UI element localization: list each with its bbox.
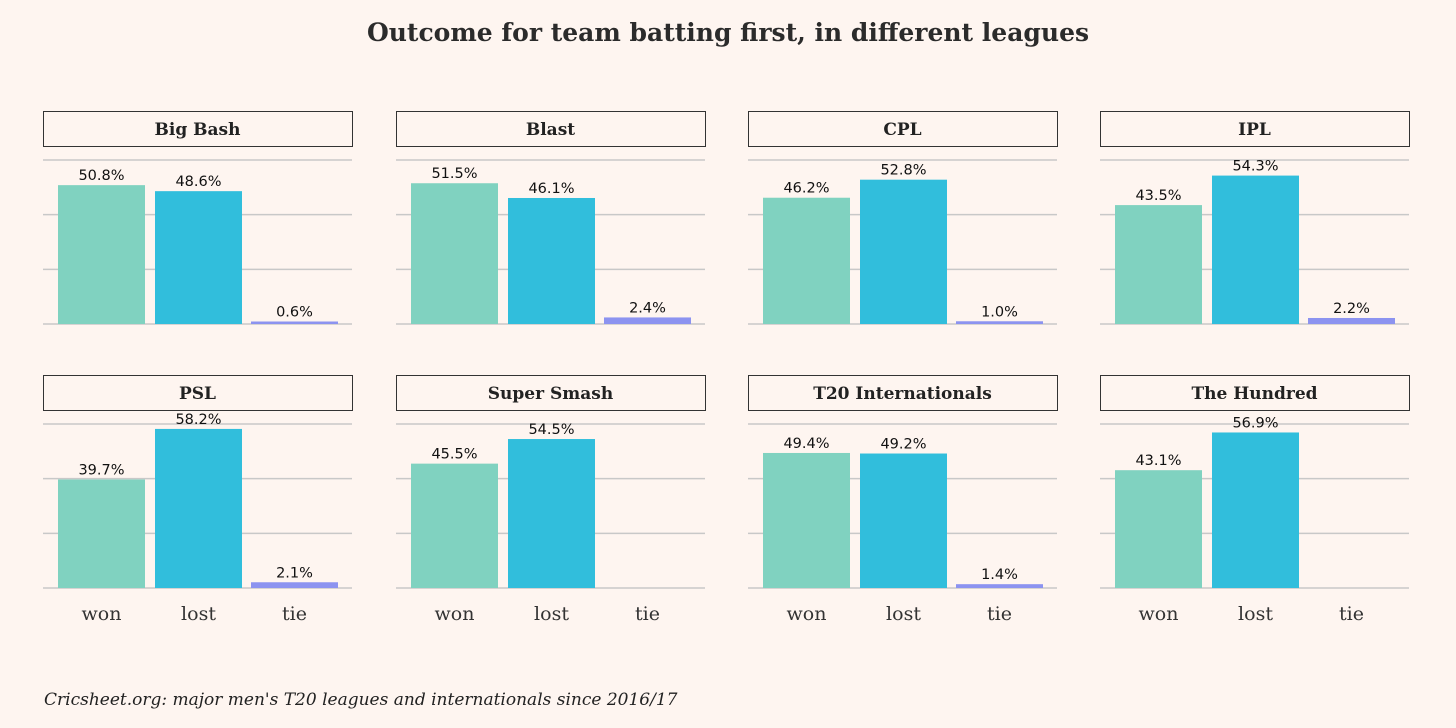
facet-strip — [1100, 111, 1410, 147]
bar-won — [763, 452, 850, 588]
data-label: 1.0% — [981, 304, 1018, 320]
bar-lost — [1212, 432, 1299, 588]
facet-strip — [43, 375, 353, 411]
data-label: 51.5% — [431, 166, 477, 182]
facet-title: The Hundred — [1191, 384, 1317, 404]
bar-won — [58, 185, 145, 324]
x-tick-label: won — [435, 603, 475, 625]
facet-title: Big Bash — [155, 120, 241, 140]
data-label: 45.5% — [431, 447, 477, 463]
facet-title: Super Smash — [488, 384, 613, 404]
data-label: 46.1% — [528, 181, 574, 197]
facet-title: CPL — [883, 120, 921, 140]
data-label: 56.9% — [1232, 415, 1278, 431]
data-label: 2.4% — [629, 300, 666, 316]
x-tick-label: lost — [534, 603, 569, 625]
data-label: 46.2% — [783, 181, 829, 197]
data-label: 1.4% — [981, 567, 1018, 583]
facet-title: PSL — [179, 384, 216, 404]
data-label: 43.1% — [1135, 453, 1181, 469]
facet-strip — [748, 375, 1058, 411]
facet-strip — [1100, 375, 1410, 411]
data-label: 54.3% — [1232, 159, 1278, 175]
facet-strip — [396, 111, 706, 147]
bar-won — [763, 197, 850, 324]
bar-lost — [155, 191, 242, 324]
bar-won — [1115, 205, 1202, 324]
bar-tie — [251, 582, 338, 588]
bar-won — [58, 479, 145, 588]
facet-title: Blast — [526, 120, 575, 140]
x-tick-label: tie — [282, 603, 307, 625]
data-label: 54.5% — [528, 422, 574, 438]
data-label: 58.2% — [175, 412, 221, 428]
bar-won — [411, 183, 498, 324]
bar-tie — [956, 584, 1043, 588]
bar-tie — [956, 321, 1043, 324]
bar-lost — [155, 428, 242, 588]
data-label: 50.8% — [78, 168, 124, 184]
data-label: 0.6% — [276, 305, 313, 321]
data-label: 2.1% — [276, 565, 313, 581]
x-tick-label: tie — [987, 603, 1012, 625]
bar-lost — [860, 179, 947, 324]
data-label: 39.7% — [78, 462, 124, 478]
bar-won — [1115, 470, 1202, 588]
facet-strip — [43, 111, 353, 147]
data-label: 49.2% — [880, 437, 926, 453]
bar-tie — [604, 317, 691, 324]
x-tick-label: tie — [1339, 603, 1364, 625]
data-label: 48.6% — [175, 174, 221, 190]
bar-tie — [1308, 317, 1395, 324]
x-tick-label: lost — [886, 603, 921, 625]
bar-won — [411, 463, 498, 588]
bar-tie — [251, 321, 338, 324]
bar-lost — [1212, 175, 1299, 324]
facet-title: T20 Internationals — [813, 384, 992, 404]
chart-title: Outcome for team batting first, in diffe… — [366, 18, 1090, 47]
data-label: 43.5% — [1135, 188, 1181, 204]
facet-strip — [396, 375, 706, 411]
bar-lost — [508, 197, 595, 324]
x-tick-label: tie — [635, 603, 660, 625]
facet-title: IPL — [1238, 120, 1271, 140]
x-tick-label: lost — [1238, 603, 1273, 625]
x-tick-label: lost — [181, 603, 216, 625]
x-tick-label: won — [82, 603, 122, 625]
bar-lost — [860, 453, 947, 588]
data-label: 2.2% — [1333, 301, 1370, 317]
chart-caption: Cricsheet.org: major men's T20 leagues a… — [44, 690, 678, 710]
x-tick-label: won — [1139, 603, 1179, 625]
x-tick-label: won — [787, 603, 827, 625]
data-label: 52.8% — [880, 163, 926, 179]
facet-strip — [748, 111, 1058, 147]
data-label: 49.4% — [783, 436, 829, 452]
bar-lost — [508, 439, 595, 588]
